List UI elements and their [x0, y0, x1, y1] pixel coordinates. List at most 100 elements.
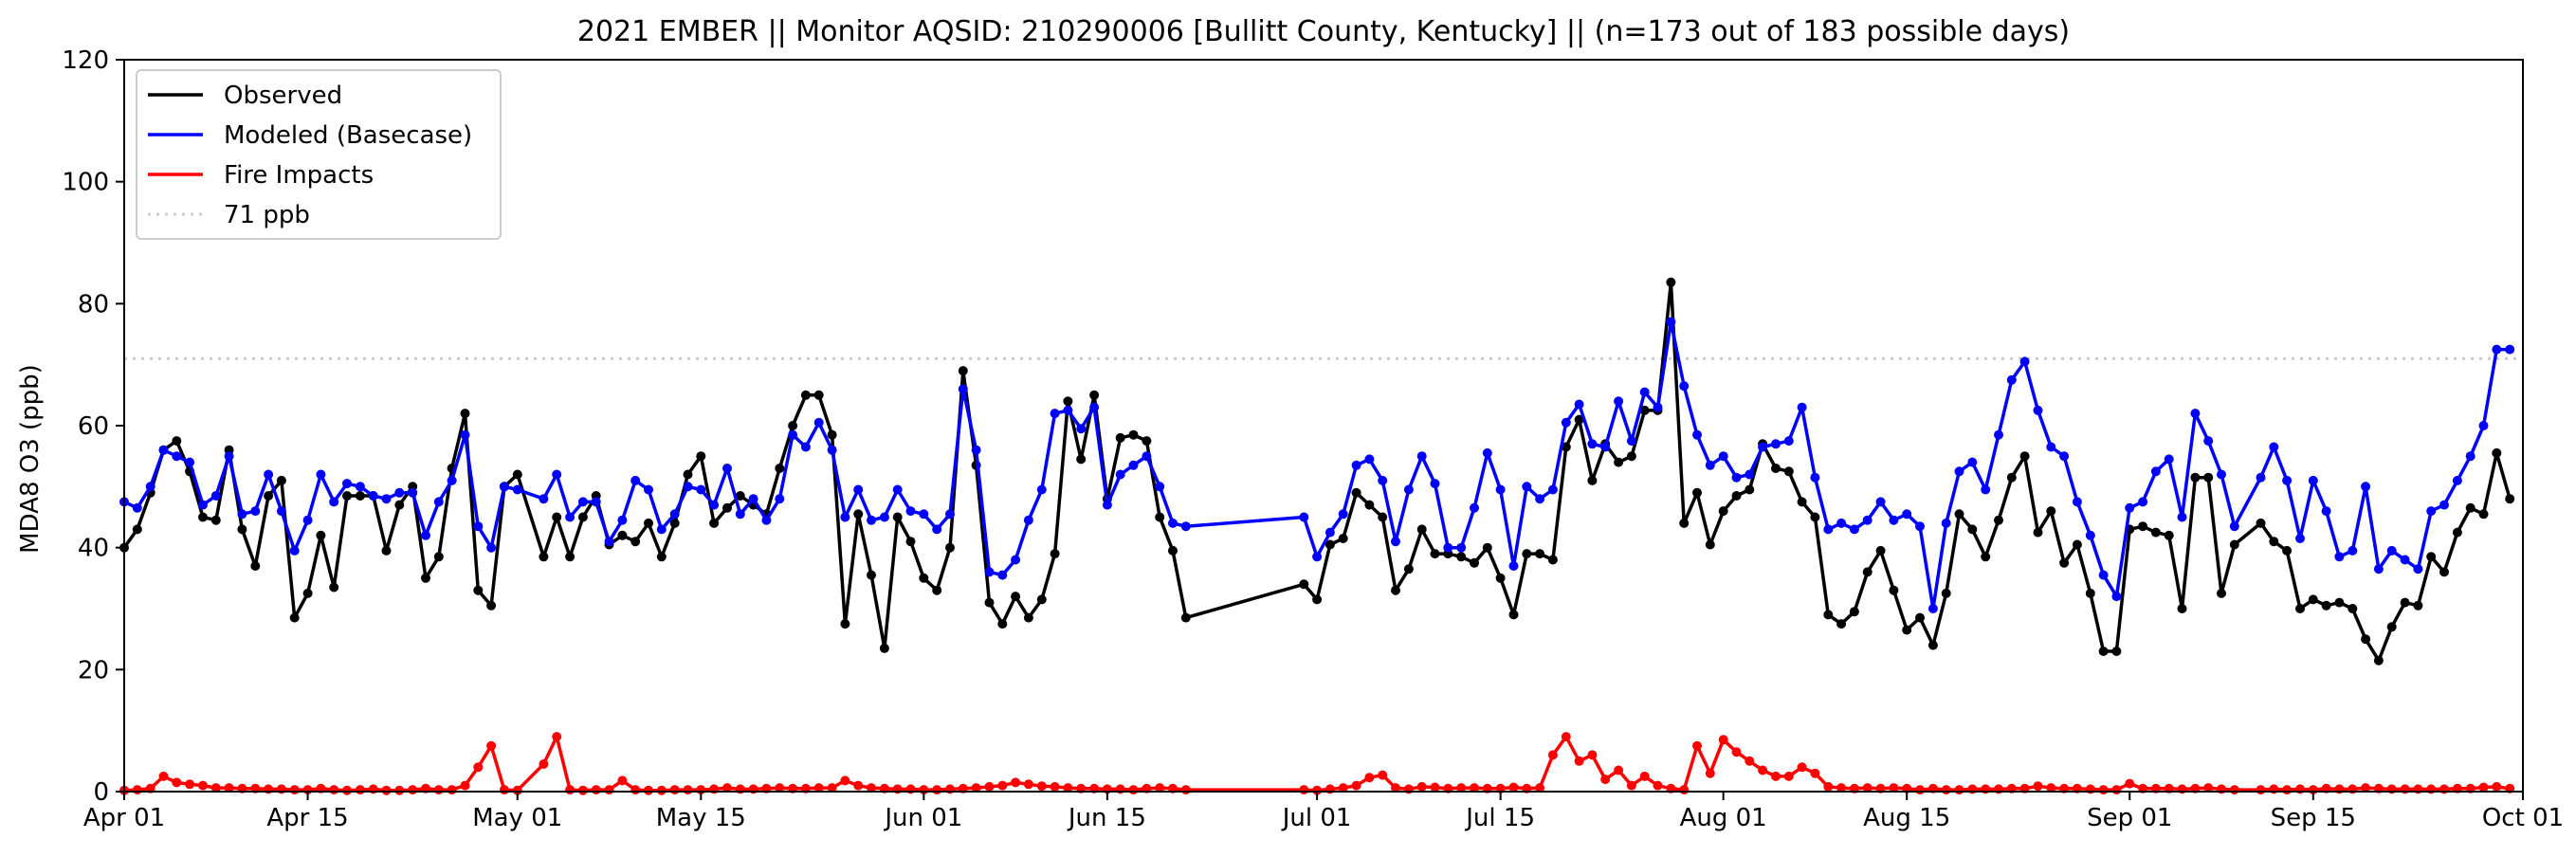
data-point — [892, 512, 903, 522]
data-point — [761, 515, 772, 525]
data-point — [1745, 469, 1755, 480]
data-point — [1364, 773, 1375, 783]
y-tick-label: 60 — [78, 412, 109, 441]
data-point — [2229, 785, 2239, 795]
data-point — [394, 785, 405, 795]
data-point — [1482, 447, 1492, 458]
data-point — [132, 785, 142, 795]
data-point — [1180, 785, 1191, 795]
data-point — [1416, 524, 1427, 535]
data-point — [853, 780, 864, 791]
data-point — [971, 445, 981, 455]
data-point — [2282, 785, 2293, 795]
legend: Observed Modeled (Basecase) Fire Impacts… — [136, 69, 502, 240]
data-point — [1403, 484, 1414, 495]
data-point — [1299, 579, 1309, 590]
data-point — [2269, 442, 2279, 452]
data-point — [289, 545, 300, 556]
y-tick-label: 20 — [78, 656, 109, 684]
data-point — [1941, 518, 1951, 528]
data-point — [1705, 539, 1715, 550]
data-point — [210, 515, 221, 525]
data-point — [316, 530, 326, 540]
data-point — [1758, 765, 1768, 775]
data-point — [1364, 454, 1375, 465]
series-layer — [119, 277, 2515, 795]
data-point — [408, 785, 418, 795]
data-point — [2046, 783, 2056, 793]
data-point — [381, 785, 392, 795]
data-point — [1522, 482, 1532, 492]
data-point — [145, 482, 155, 492]
data-point — [250, 506, 261, 517]
data-point — [2334, 597, 2345, 608]
data-point — [656, 552, 667, 562]
data-point — [329, 497, 339, 507]
data-point — [775, 464, 785, 473]
data-point — [1338, 783, 1348, 793]
data-point — [696, 484, 706, 495]
data-point — [2098, 785, 2109, 795]
data-point — [656, 524, 667, 535]
data-point — [2321, 600, 2331, 611]
x-axis: Apr 01 Apr 15 May 01 May 15 Jun 01 Jun 15 Jul … — [83, 792, 2564, 832]
data-point — [1456, 552, 1467, 562]
data-point — [198, 500, 208, 510]
data-point — [1364, 500, 1375, 510]
data-point — [669, 785, 680, 795]
data-point — [644, 785, 653, 795]
data-point — [499, 785, 509, 795]
data-point — [1692, 740, 1702, 751]
data-point — [2019, 451, 2030, 462]
data-point — [630, 537, 641, 547]
data-point — [1587, 750, 1598, 760]
data-point — [1495, 573, 1506, 583]
data-point — [932, 524, 942, 535]
data-point — [1102, 500, 1112, 510]
data-point — [433, 785, 444, 795]
data-point — [1430, 549, 1440, 559]
data-point — [198, 512, 208, 522]
data-point — [1915, 785, 1925, 795]
data-point — [1836, 619, 1847, 629]
data-point — [394, 500, 405, 510]
data-point — [1089, 390, 1100, 400]
data-point — [1023, 612, 1033, 623]
data-point — [1063, 396, 1073, 407]
data-point — [1142, 436, 1152, 447]
data-point — [1889, 783, 1899, 793]
data-point — [2413, 564, 2423, 574]
data-point — [1666, 277, 1676, 287]
data-point — [447, 785, 457, 795]
data-point — [1351, 780, 1361, 791]
data-point — [172, 777, 182, 788]
data-point — [1614, 396, 1624, 407]
data-point — [1430, 782, 1440, 793]
chart-title: 2021 EMBER || Monitor AQSID: 210290006 [… — [577, 15, 2070, 48]
data-point — [552, 469, 562, 480]
x-tick-label: Apr 01 — [83, 804, 165, 832]
data-point — [1626, 451, 1636, 462]
data-point — [1954, 785, 1964, 795]
data-point — [1535, 494, 1545, 504]
data-point — [1535, 549, 1545, 559]
data-point — [1391, 537, 1400, 547]
data-point — [2177, 512, 2187, 522]
data-point — [433, 497, 444, 507]
data-point — [1797, 402, 1807, 412]
data-point — [2203, 472, 2214, 483]
data-point — [302, 588, 313, 598]
data-point — [2452, 527, 2462, 538]
data-point — [1063, 405, 1073, 415]
legend-label-fire: Fire Impacts — [224, 161, 374, 190]
data-point — [1718, 506, 1728, 517]
data-point — [1011, 555, 1021, 565]
data-point — [775, 494, 785, 504]
data-point — [1981, 552, 1991, 562]
data-point — [1574, 399, 1584, 410]
data-point — [1692, 429, 1702, 440]
x-tick-label: Jun 01 — [883, 804, 962, 832]
data-point — [250, 561, 261, 571]
data-point — [905, 506, 916, 517]
data-point — [813, 417, 824, 428]
